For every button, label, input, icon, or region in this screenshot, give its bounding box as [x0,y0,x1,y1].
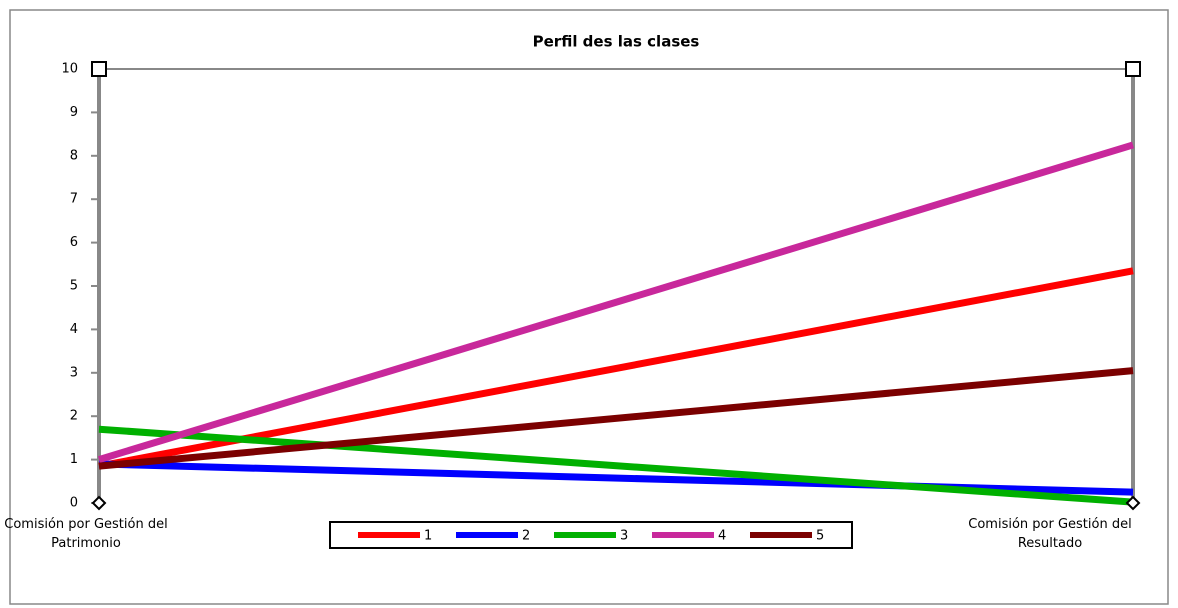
y-tick-label: 6 [70,235,78,250]
y-tick-label: 0 [70,496,78,511]
y-tick-label: 2 [70,409,78,424]
legend-label: 1 [424,529,432,544]
axis-top-marker [1125,61,1141,77]
axis-bottom-marker [91,495,107,511]
series-line [98,425,1134,506]
y-tick-label: 5 [70,279,78,294]
x-tick-label: Comisión por Gestión del Patrimonio [4,517,168,551]
legend-label: 2 [522,529,530,544]
legend-label: 4 [718,529,726,544]
chart-title: Perfil des las clases [533,33,700,51]
y-tick-label: 7 [70,192,78,207]
series-line [98,267,1134,470]
y-tick-label: 3 [70,365,78,380]
legend-label: 5 [816,529,824,544]
series-line [97,141,1135,463]
y-tick-label: 4 [70,322,78,337]
y-tick-label: 1 [70,452,78,467]
axis-top-marker [91,61,107,77]
y-tick-label: 9 [70,105,78,120]
legend-label: 3 [620,529,628,544]
y-tick-label: 8 [70,148,78,163]
y-tick-label: 10 [61,62,78,77]
axis-bottom-marker [1125,495,1141,511]
x-tick-label: Comisión por Gestión del Resultado [968,517,1132,551]
series-line [98,367,1134,470]
